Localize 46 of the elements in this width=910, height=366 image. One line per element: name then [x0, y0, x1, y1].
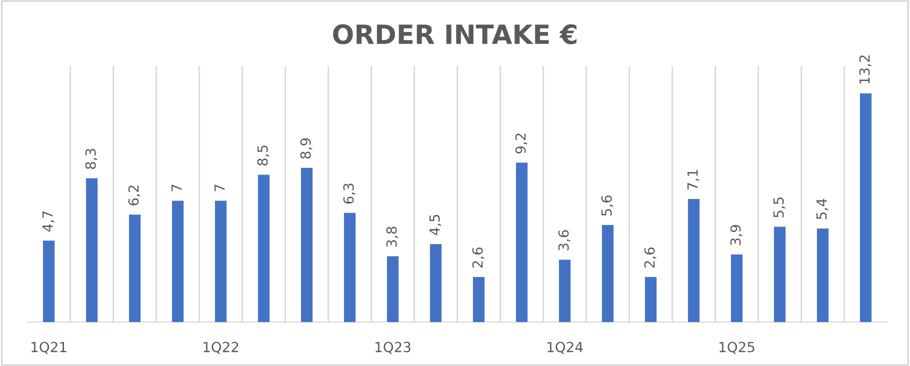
bar	[644, 277, 657, 322]
bar	[602, 225, 614, 322]
bar	[816, 228, 829, 322]
bar	[128, 214, 141, 322]
x-tick-label: 1Q21	[32, 342, 66, 354]
bar	[774, 226, 786, 322]
data-label: 4,5	[429, 214, 442, 236]
data-label: 13,2	[859, 55, 872, 84]
data-label: 5,6	[601, 195, 614, 216]
x-tick-label: 1Q22	[204, 342, 238, 354]
chart-title: ORDER INTAKE €	[333, 24, 576, 44]
data-label: 8,5	[257, 146, 270, 166]
data-label: 7	[172, 184, 182, 192]
data-label: 4,7	[42, 211, 54, 232]
bar	[214, 200, 227, 322]
data-label: 3,9	[730, 225, 742, 246]
data-label: 2,6	[472, 247, 484, 268]
bar	[472, 277, 485, 322]
data-label: 9,2	[515, 134, 528, 154]
data-label: 7	[214, 184, 225, 192]
bar	[258, 174, 270, 322]
bar	[730, 254, 743, 322]
x-tick-label: 1Q25	[720, 342, 754, 354]
bar	[430, 244, 442, 322]
data-label: 5,4	[816, 198, 828, 220]
bar	[516, 162, 528, 322]
data-label: 3,8	[386, 226, 398, 247]
data-label: 8,3	[85, 148, 98, 169]
bar	[558, 260, 571, 322]
data-label: 5,5	[773, 198, 786, 218]
bar	[300, 168, 313, 322]
data-label: 2,6	[644, 247, 656, 268]
x-tick-label: 1Q23	[376, 342, 410, 354]
x-tick-label: 1Q24	[548, 342, 583, 354]
data-label: 6,3	[343, 184, 356, 204]
bar	[344, 212, 356, 322]
data-label: 6,2	[128, 186, 140, 206]
data-label: 8,9	[300, 138, 312, 159]
bar	[688, 199, 700, 322]
bar	[386, 256, 399, 322]
bar	[172, 200, 184, 322]
data-label: 7,1	[687, 170, 700, 190]
bar	[86, 178, 98, 322]
bar	[860, 93, 872, 322]
data-label: 3,6	[558, 230, 570, 250]
bar	[42, 240, 55, 322]
